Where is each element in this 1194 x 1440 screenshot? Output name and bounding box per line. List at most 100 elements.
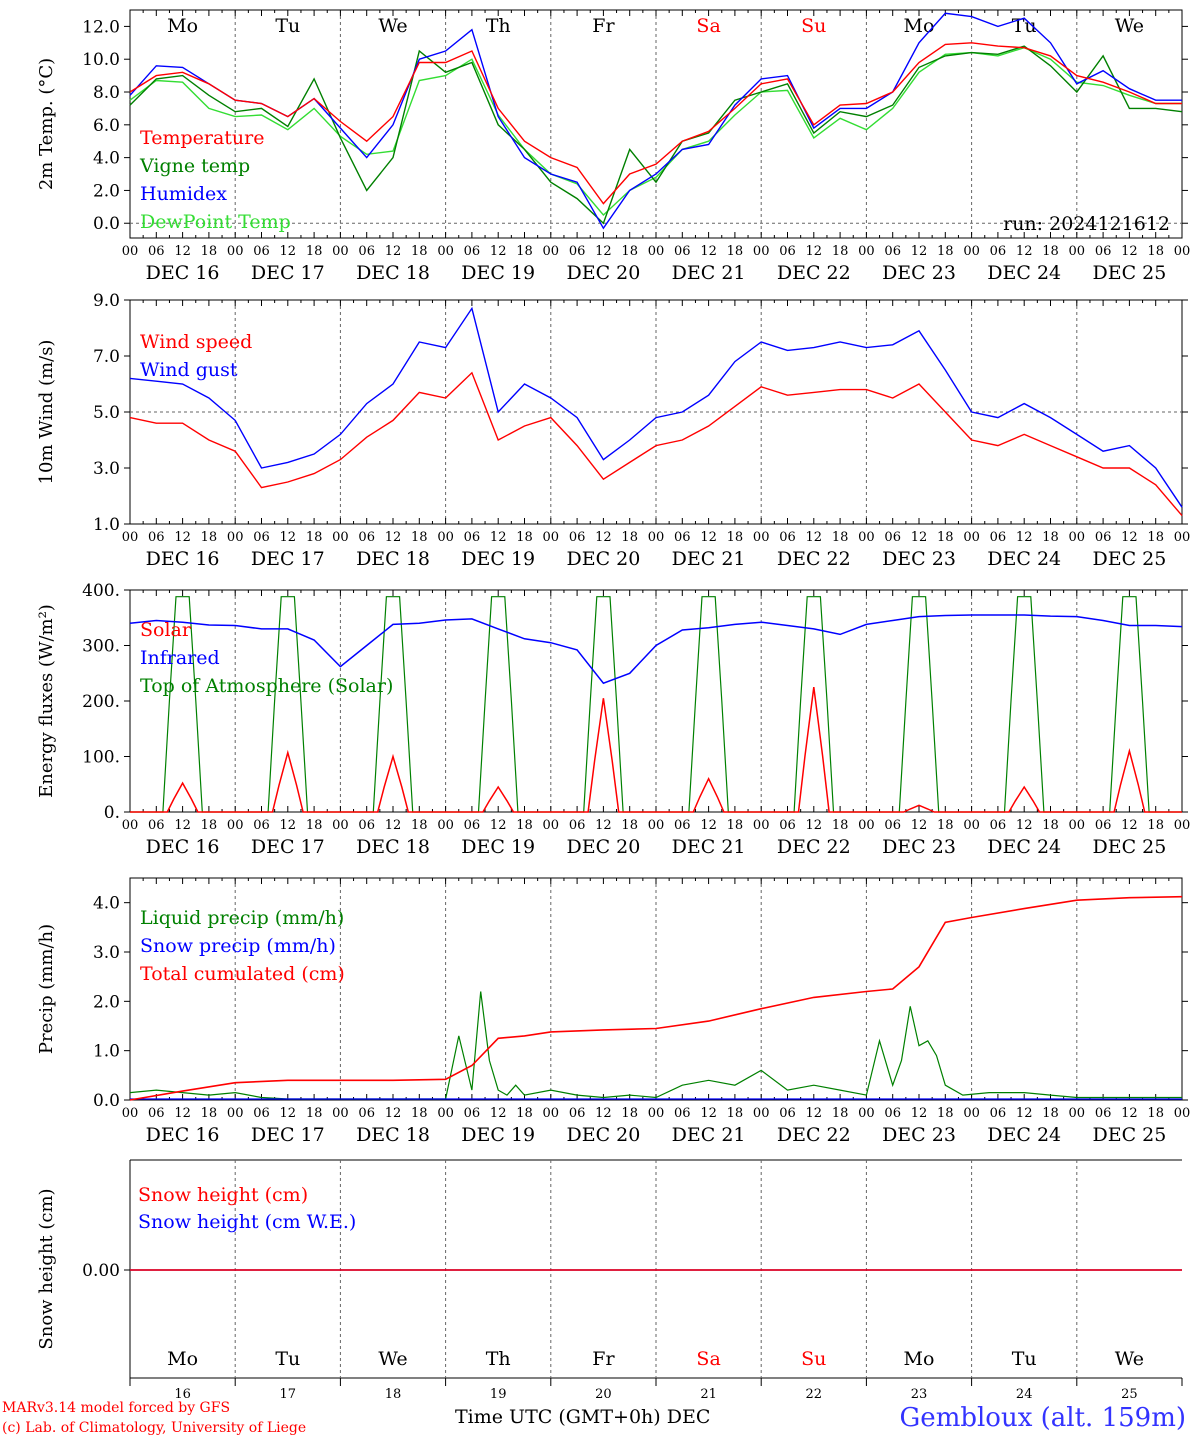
series-temperature [129, 42, 1182, 205]
x-hour-label: 00 [437, 1106, 454, 1121]
x-hour-label: 12 [700, 1106, 717, 1121]
x-day-label: DEC 23 [882, 836, 956, 858]
weekday-label: We [378, 1348, 407, 1370]
x-hour-label: 06 [569, 818, 586, 833]
series-vigne-temp [129, 45, 1183, 225]
x-hour-label: 12 [911, 818, 928, 833]
x-day-number: 23 [911, 1387, 928, 1400]
x-hour-label: 12 [911, 530, 928, 545]
y-tick-label: 7.0 [93, 347, 120, 367]
x-hour-label: 12 [385, 818, 402, 833]
weekday-label: Fr [592, 1348, 615, 1370]
x-hour-label: 18 [411, 244, 428, 259]
legend-snow-height-cm-: Snow height (cm) [138, 1184, 308, 1206]
y-tick-label: 5.0 [93, 403, 120, 423]
x-hour-label: 18 [727, 530, 744, 545]
x-day-label: DEC 23 [882, 262, 956, 284]
x-hour-label: 12 [700, 818, 717, 833]
x-hour-label: 18 [306, 530, 323, 545]
x-hour-label: 18 [1042, 818, 1059, 833]
x-hour-label: 06 [674, 818, 691, 833]
x-day-label: DEC 23 [882, 1124, 956, 1146]
y-tick-label: 300. [82, 637, 120, 657]
x-day-label: DEC 20 [566, 836, 640, 858]
x-day-label: DEC 16 [146, 836, 220, 858]
x-hour-label: 00 [543, 244, 560, 259]
x-hour-label: 18 [201, 818, 218, 833]
weekday-label: Su [801, 1348, 826, 1370]
legend-total-cumulated-cm-: Total cumulated (cm) [140, 963, 345, 985]
x-hour-label: 00 [648, 1106, 665, 1121]
x-day-number: 19 [490, 1387, 507, 1400]
x-hour-label: 00 [858, 530, 875, 545]
x-day-number: 24 [1016, 1387, 1033, 1400]
x-hour-label: 06 [884, 530, 901, 545]
series-wind-gust [129, 306, 1183, 508]
x-hour-label: 06 [1095, 1106, 1112, 1121]
x-day-label: DEC 18 [356, 1124, 430, 1146]
x-day-label: DEC 19 [461, 262, 535, 284]
x-hour-label: 18 [516, 818, 533, 833]
x-hour-label: 12 [806, 244, 823, 259]
x-hour-label: 12 [490, 818, 507, 833]
weekday-label: We [378, 15, 407, 37]
x-hour-label: 18 [411, 530, 428, 545]
x-hour-label: 12 [595, 244, 612, 259]
x-day-label: DEC 18 [356, 548, 430, 570]
x-hour-label: 06 [464, 530, 481, 545]
weekday-label: Sa [696, 15, 720, 37]
x-hour-label: 12 [385, 530, 402, 545]
x-day-label: DEC 25 [1092, 836, 1166, 858]
y-tick-label: 9.0 [93, 291, 120, 311]
x-hour-label: 18 [1042, 244, 1059, 259]
x-hour-label: 00 [543, 1106, 560, 1121]
x-hour-label: 18 [1147, 1106, 1164, 1121]
x-hour-label: 00 [332, 1106, 349, 1121]
x-hour-label: 00 [227, 1106, 244, 1121]
x-hour-label: 18 [201, 1106, 218, 1121]
weekday-label: Tu [275, 1348, 300, 1370]
x-hour-label: 18 [1042, 530, 1059, 545]
x-hour-label: 06 [464, 1106, 481, 1121]
x-hour-label: 00 [227, 530, 244, 545]
x-hour-label: 00 [332, 818, 349, 833]
x-hour-label: 12 [280, 818, 297, 833]
y-tick-label: 400. [82, 581, 120, 601]
x-hour-label: 18 [937, 530, 954, 545]
x-hour-label: 06 [358, 244, 375, 259]
x-hour-label: 00 [437, 818, 454, 833]
x-hour-label: 12 [174, 530, 191, 545]
x-hour-label: 00 [437, 530, 454, 545]
y-tick-label: 4.0 [93, 894, 120, 914]
x-hour-label: 18 [832, 530, 849, 545]
x-hour-label: 18 [937, 244, 954, 259]
x-hour-label: 18 [727, 818, 744, 833]
x-hour-label: 00 [1069, 530, 1086, 545]
x-hour-label: 12 [1016, 244, 1033, 259]
x-hour-label: 00 [963, 244, 980, 259]
legend-vigne-temp: Vigne temp [139, 155, 250, 177]
y-axis-label: 10m Wind (m/s) [36, 340, 57, 485]
x-hour-label: 12 [1121, 1106, 1138, 1121]
x-day-label: DEC 19 [461, 548, 535, 570]
x-hour-label: 00 [1174, 1106, 1191, 1121]
weekday-label: Sa [696, 1348, 720, 1370]
series-wind-speed [129, 371, 1183, 517]
x-day-label: DEC 25 [1092, 548, 1166, 570]
x-hour-label: 18 [411, 818, 428, 833]
x-hour-label: 12 [1016, 1106, 1033, 1121]
x-day-number: 16 [174, 1387, 191, 1400]
x-day-label: DEC 22 [777, 262, 851, 284]
y-tick-label: 0. [104, 803, 120, 823]
x-hour-label: 00 [858, 244, 875, 259]
x-hour-label: 06 [569, 244, 586, 259]
x-hour-label: 00 [227, 244, 244, 259]
x-hour-label: 12 [490, 244, 507, 259]
x-day-number: 25 [1121, 1387, 1138, 1400]
x-day-label: DEC 24 [987, 1124, 1061, 1146]
x-hour-label: 12 [1121, 244, 1138, 259]
weekday-label: Tu [275, 15, 300, 37]
x-hour-label: 06 [884, 1106, 901, 1121]
x-day-label: DEC 17 [251, 836, 325, 858]
x-hour-label: 18 [832, 1106, 849, 1121]
